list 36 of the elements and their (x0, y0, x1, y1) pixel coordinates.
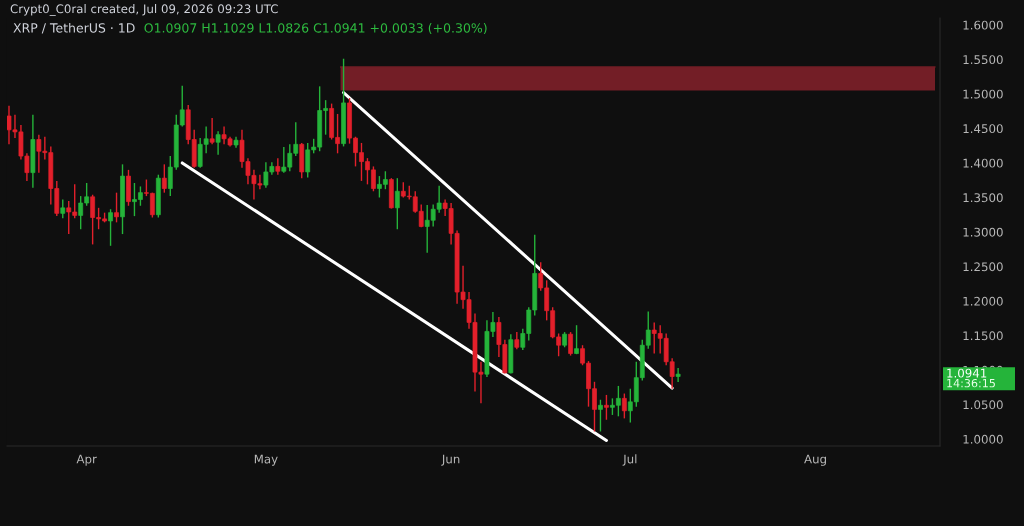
x-tick-label: May (254, 454, 278, 466)
candlestick (568, 331, 573, 357)
candlestick (209, 117, 215, 146)
chart-subtitle: O1.0907 H1.1029 L1.0826 C1.0941 +0.0033 (+0.30%) (144, 22, 487, 35)
text: 14:36:15 (947, 378, 995, 388)
candlestick (675, 367, 681, 383)
y-tick-label: 1.1500 (963, 331, 1003, 341)
y-tick-label: 1.4500 (963, 124, 1003, 134)
candlestick (108, 208, 113, 247)
y-tick-label: 1.0000 (963, 434, 1003, 444)
y-tick-label: 1.4000 (963, 158, 1003, 168)
candlestick (114, 191, 119, 224)
text: 1.0941 (947, 368, 987, 378)
candlestick (604, 394, 609, 421)
x-tick-label: Apr (76, 454, 97, 466)
candlestick (394, 177, 400, 230)
text: Crypt0_C0ral created, Jul 09, 2026 09:23 UTC (10, 4, 278, 16)
y-tick-label: 1.2000 (963, 296, 1003, 306)
candlestick (574, 324, 579, 355)
x-tick-label: Aug (804, 454, 826, 466)
x-tick-label: Jul (622, 454, 637, 466)
candlestick (215, 130, 221, 156)
candlestick (161, 163, 167, 194)
x-tick-label: Jun (441, 454, 460, 466)
candlestick (621, 392, 627, 420)
y-tick-label: 1.5000 (963, 89, 1003, 99)
y-tick-label: 1.3000 (963, 227, 1003, 237)
chart-title: XRP / TetherUS · 1D (13, 22, 135, 34)
candlestick (275, 157, 281, 176)
y-tick-label: 1.0500 (963, 400, 1003, 410)
candlestick (598, 399, 603, 433)
candlestick (60, 198, 66, 219)
y-tick-label: 1.5500 (963, 55, 1003, 65)
y-tick-label: 1.2500 (963, 262, 1003, 272)
y-tick-label: 1.3500 (963, 193, 1003, 203)
y-tick-label: 1.6000 (963, 20, 1003, 30)
